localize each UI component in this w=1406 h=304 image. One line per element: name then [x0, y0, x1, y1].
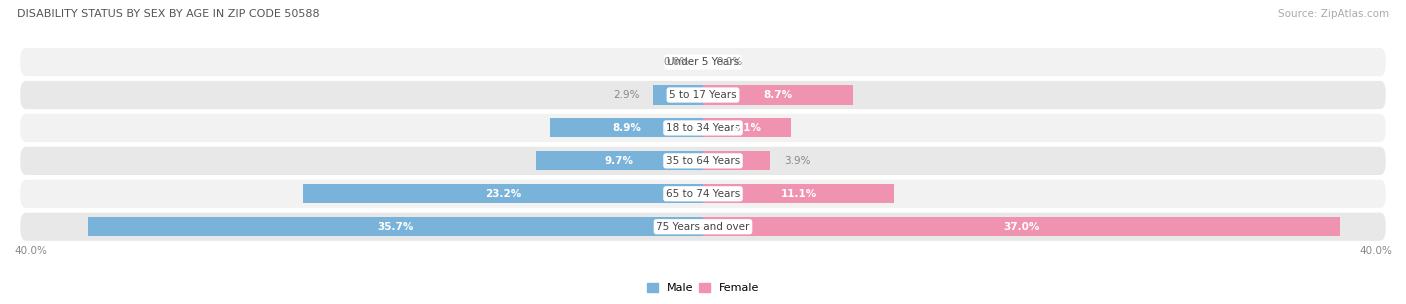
Bar	[703, 85, 853, 105]
Text: 9.7%: 9.7%	[605, 156, 634, 166]
FancyBboxPatch shape	[20, 47, 1386, 77]
Bar	[703, 151, 770, 171]
Text: 5.1%: 5.1%	[733, 123, 762, 133]
Text: 40.0%: 40.0%	[1360, 246, 1392, 256]
Text: 0.0%: 0.0%	[717, 57, 742, 67]
Bar	[703, 184, 894, 203]
FancyBboxPatch shape	[20, 113, 1386, 143]
Legend: Male, Female: Male, Female	[647, 282, 759, 293]
Text: 11.1%: 11.1%	[780, 189, 817, 199]
Bar	[536, 151, 703, 171]
Text: 75 Years and over: 75 Years and over	[657, 222, 749, 232]
Bar	[703, 217, 1340, 236]
FancyBboxPatch shape	[20, 80, 1386, 110]
FancyBboxPatch shape	[20, 146, 1386, 176]
Text: 8.7%: 8.7%	[763, 90, 793, 100]
Text: 2.9%: 2.9%	[613, 90, 640, 100]
Text: 8.9%: 8.9%	[612, 123, 641, 133]
FancyBboxPatch shape	[20, 212, 1386, 242]
Text: Source: ZipAtlas.com: Source: ZipAtlas.com	[1278, 9, 1389, 19]
Text: 35 to 64 Years: 35 to 64 Years	[666, 156, 740, 166]
Text: 18 to 34 Years: 18 to 34 Years	[666, 123, 740, 133]
Text: 3.9%: 3.9%	[785, 156, 810, 166]
Text: 65 to 74 Years: 65 to 74 Years	[666, 189, 740, 199]
Bar	[89, 217, 703, 236]
Text: 23.2%: 23.2%	[485, 189, 522, 199]
Text: 35.7%: 35.7%	[377, 222, 413, 232]
Text: DISABILITY STATUS BY SEX BY AGE IN ZIP CODE 50588: DISABILITY STATUS BY SEX BY AGE IN ZIP C…	[17, 9, 319, 19]
Bar	[550, 118, 703, 137]
Text: 37.0%: 37.0%	[1004, 222, 1040, 232]
Bar	[703, 118, 790, 137]
Text: 40.0%: 40.0%	[14, 246, 46, 256]
Bar	[652, 85, 703, 105]
Bar	[304, 184, 703, 203]
FancyBboxPatch shape	[20, 179, 1386, 209]
Text: 0.0%: 0.0%	[664, 57, 689, 67]
Text: 5 to 17 Years: 5 to 17 Years	[669, 90, 737, 100]
Text: Under 5 Years: Under 5 Years	[666, 57, 740, 67]
